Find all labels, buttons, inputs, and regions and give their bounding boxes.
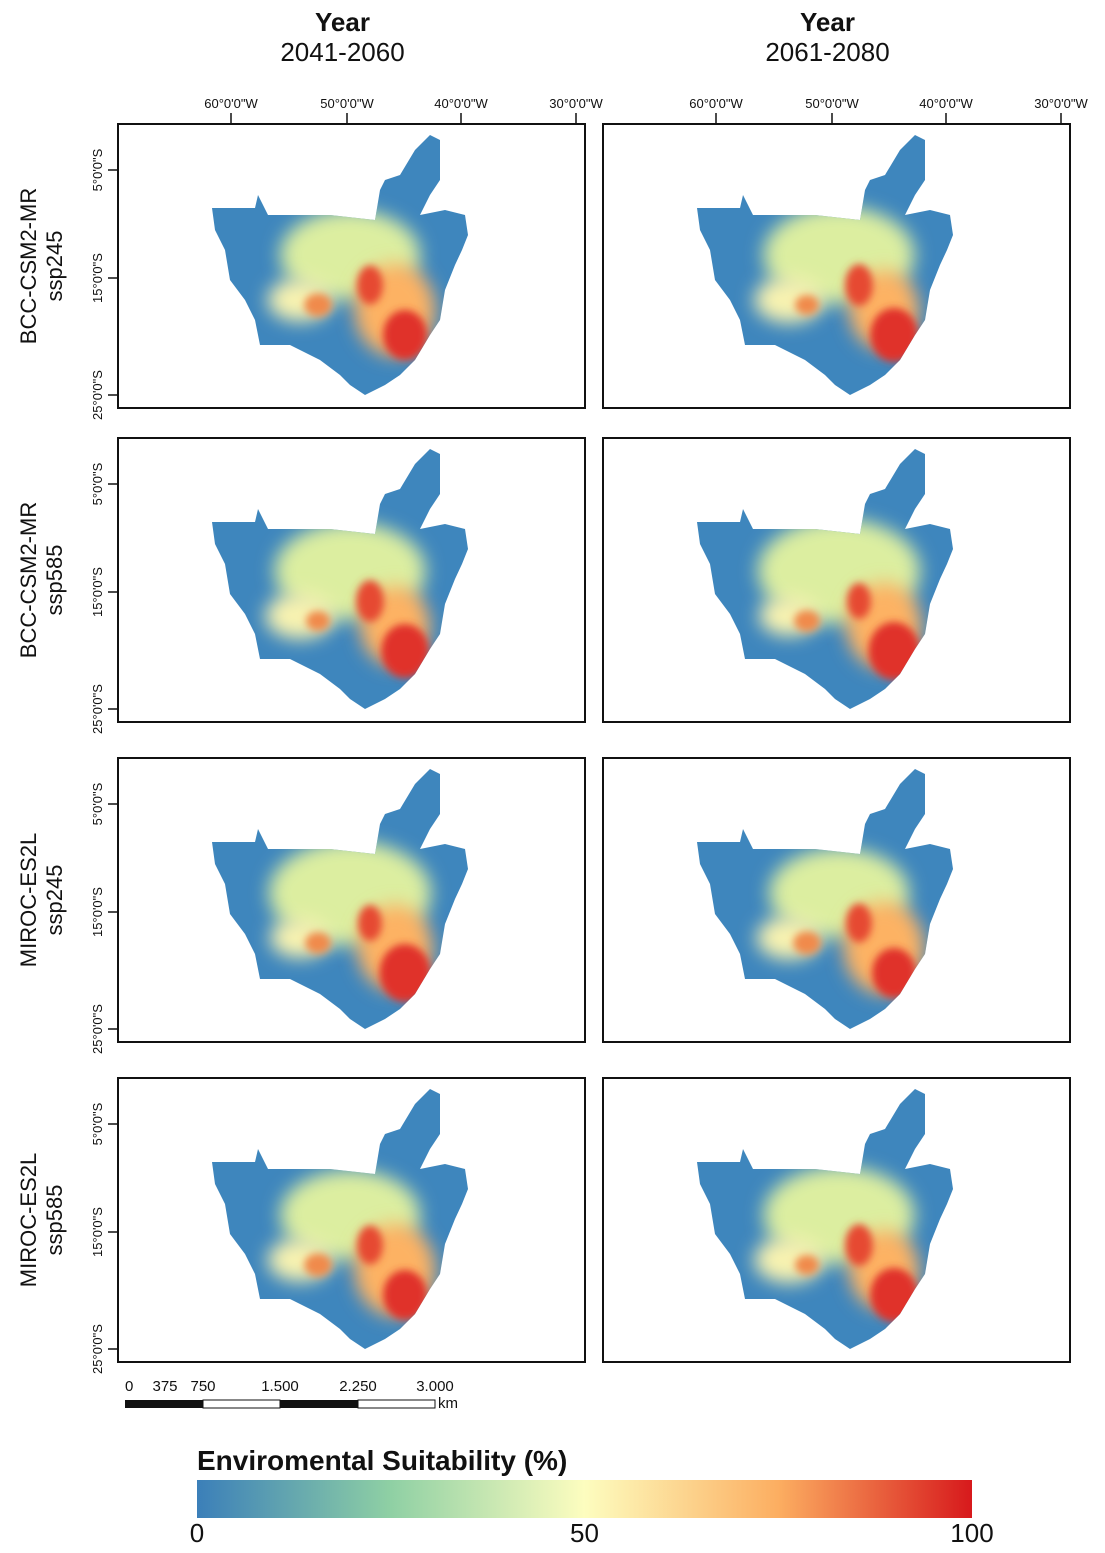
row-label: MIROC-ES2Lssp245: [16, 833, 67, 967]
lon-label: 60°0'0"W: [689, 96, 743, 111]
suitability-area: [794, 610, 820, 632]
legend-tick-label: 0: [190, 1518, 204, 1548]
row-scenario: ssp585: [42, 545, 67, 616]
column-subtitle: 2041-2060: [280, 37, 404, 67]
figure: Enviromental Suitability (%) N Year2041-…: [0, 0, 1105, 1548]
scale-segment: [280, 1400, 358, 1408]
suitability-area: [305, 932, 331, 954]
suitability-area: [356, 580, 384, 622]
row-model: MIROC-ES2L: [16, 833, 41, 967]
lon-label: 50°0'0"W: [805, 96, 859, 111]
scale-label: 1.500: [261, 1378, 299, 1395]
lat-label: 25°0'0"S: [90, 1004, 105, 1054]
legend-tick-label: 50: [570, 1518, 599, 1548]
lat-label: 25°0'0"S: [90, 370, 105, 420]
scale-bar: [125, 1400, 435, 1408]
row-scenario: ssp245: [42, 865, 67, 936]
suitability-area: [846, 904, 872, 943]
suitability-area: [793, 931, 821, 954]
suitability-area: [358, 905, 382, 941]
scale-label: 750: [190, 1378, 215, 1395]
lat-label: 5°0'0"S: [90, 782, 105, 825]
suitability-area: [357, 266, 383, 305]
lat-label: 15°0'0"S: [90, 1207, 105, 1257]
suitability-area: [306, 611, 330, 631]
lat-label: 15°0'0"S: [90, 253, 105, 303]
scale-label: 3.000: [416, 1378, 454, 1395]
lon-label: 40°0'0"W: [919, 96, 973, 111]
scale-unit: km: [438, 1395, 458, 1412]
suitability-area: [304, 1253, 332, 1276]
lon-label: 60°0'0"W: [204, 96, 258, 111]
row-scenario: ssp245: [42, 231, 67, 302]
lat-label: 15°0'0"S: [90, 567, 105, 617]
row-model: MIROC-ES2L: [16, 1153, 41, 1287]
row-scenario: ssp585: [42, 1185, 67, 1256]
suitability-area: [304, 293, 332, 316]
lon-label: 50°0'0"W: [320, 96, 374, 111]
row-label: MIROC-ES2Lssp585: [16, 1153, 67, 1287]
scale-segment: [203, 1400, 280, 1408]
scale-segment: [358, 1400, 435, 1408]
suitability-area: [845, 1224, 873, 1266]
scale-label: 2.250: [339, 1378, 377, 1395]
row-model: BCC-CSM2-MR: [16, 188, 41, 344]
row-label: BCC-CSM2-MRssp245: [16, 188, 67, 344]
suitability-area: [795, 295, 819, 315]
suitability-area: [795, 1255, 819, 1275]
row-label: BCC-CSM2-MRssp585: [16, 502, 67, 658]
scale-segment: [125, 1400, 203, 1408]
column-title: Year: [800, 7, 855, 37]
legend-title: Enviromental Suitability (%): [197, 1445, 567, 1476]
legend-tick-label: 100: [950, 1518, 993, 1548]
lat-label: 5°0'0"S: [90, 148, 105, 191]
lon-label: 30°0'0"W: [549, 96, 603, 111]
suitability-area: [845, 264, 873, 306]
lat-label: 25°0'0"S: [90, 1324, 105, 1374]
suitability-area: [847, 583, 871, 619]
lat-label: 15°0'0"S: [90, 887, 105, 937]
lat-label: 5°0'0"S: [90, 1102, 105, 1145]
row-model: BCC-CSM2-MR: [16, 502, 41, 658]
column-subtitle: 2061-2080: [765, 37, 889, 67]
lon-label: 30°0'0"W: [1034, 96, 1088, 111]
colorbar: [197, 1480, 972, 1518]
lat-label: 5°0'0"S: [90, 462, 105, 505]
lon-label: 40°0'0"W: [434, 96, 488, 111]
column-title: Year: [315, 7, 370, 37]
suitability-area: [357, 1226, 383, 1265]
scale-label: 0: [125, 1378, 133, 1395]
lat-label: 25°0'0"S: [90, 684, 105, 734]
scale-label: 375: [152, 1378, 177, 1395]
